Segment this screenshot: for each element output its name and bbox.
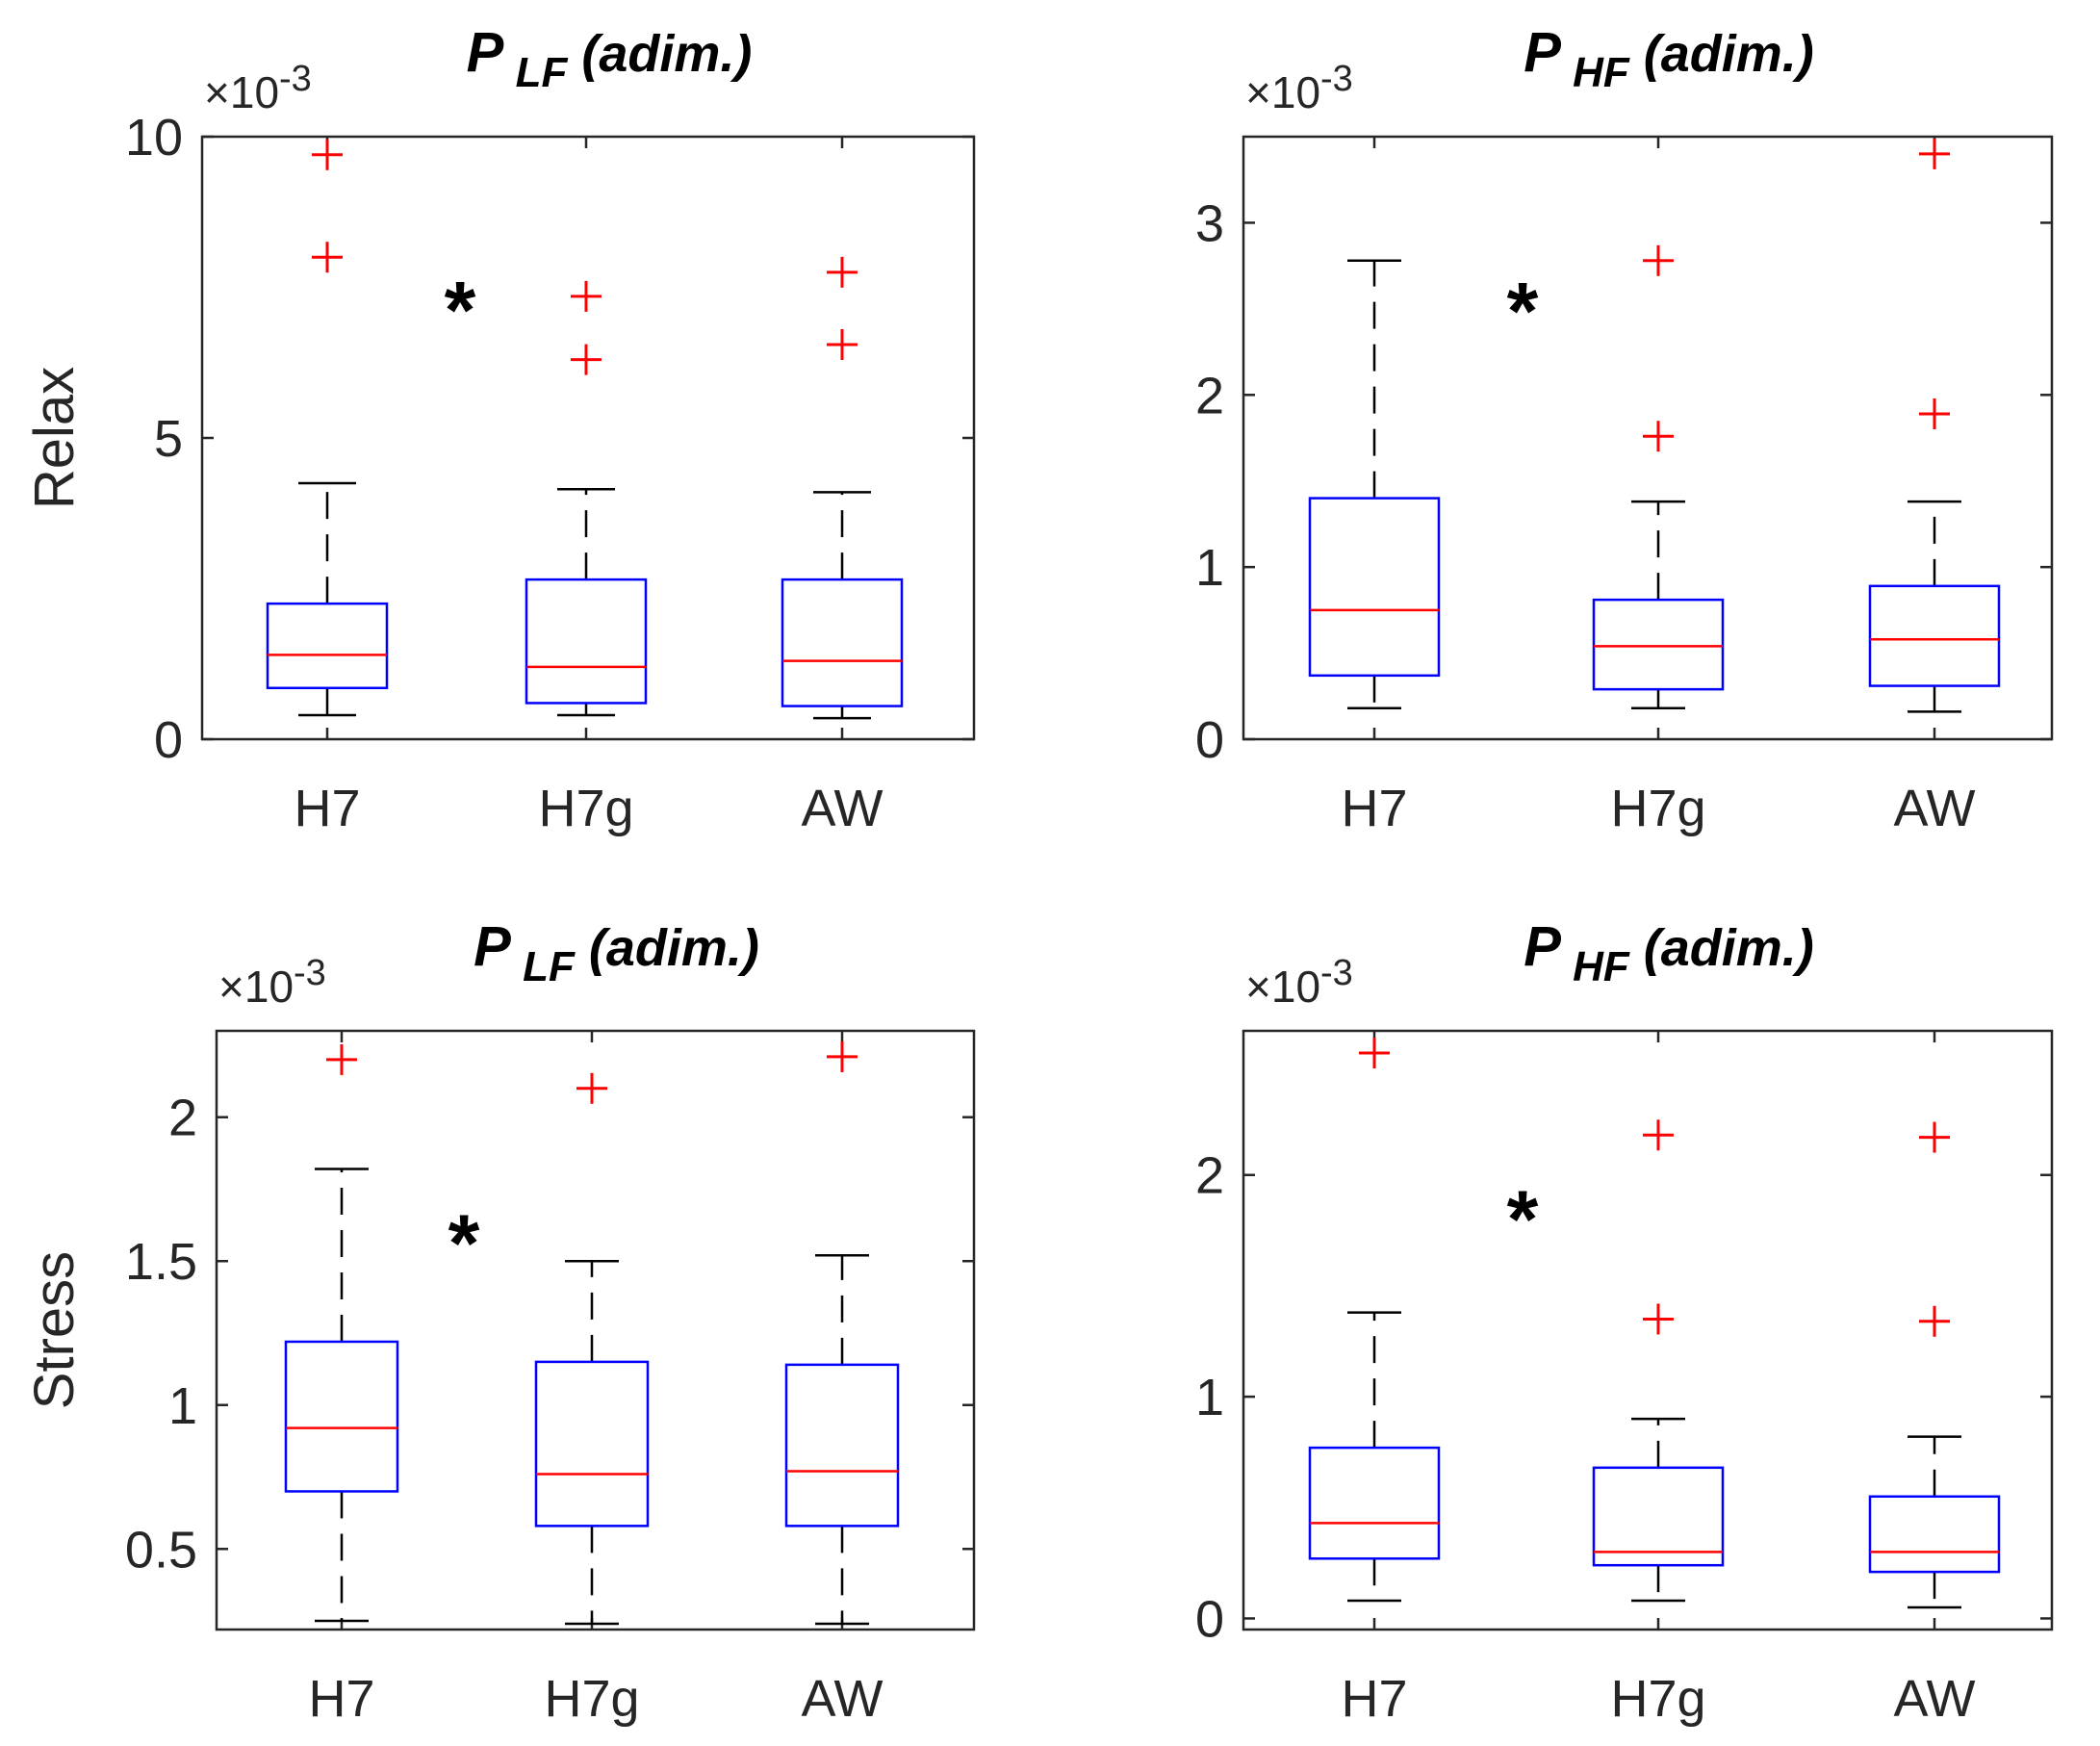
subplot-title: P HF (adim.)	[1524, 915, 1814, 990]
outlier-marker	[576, 1072, 607, 1104]
x-tick-label: AW	[802, 1670, 884, 1728]
x-tick-label: AW	[802, 780, 884, 837]
outlier-marker	[1643, 244, 1674, 276]
y-tick-label: 0	[1195, 1590, 1224, 1648]
outlier-marker	[326, 1043, 357, 1075]
x-tick-label: H7g	[1610, 780, 1705, 837]
box-iqr	[1308, 497, 1441, 678]
box-iqr	[784, 1363, 900, 1528]
subplot-title: P LF (adim.)	[467, 21, 753, 96]
axes-frame	[1242, 135, 2054, 741]
box-iqr	[284, 1340, 399, 1493]
y-tick-label: 0	[154, 711, 183, 769]
outlier-marker	[571, 344, 602, 375]
y-tick-label: 1	[168, 1377, 197, 1435]
x-tick-label: H7g	[1610, 1670, 1705, 1728]
subplot-stress-plf: 0.5 1 1.5 2 H7 H7g AW ×10-3 P LF (adim.) Stress *	[23, 915, 976, 1728]
y-tick-label: 10	[125, 109, 183, 167]
y-tick-label: 5	[154, 410, 183, 468]
subplot-relax-plf: 0 5 10 H7 H7g AW ×10-3 P LF (adim.) Relax *	[23, 21, 976, 837]
y-axis-label: Stress	[23, 1251, 86, 1409]
x-tick-label: AW	[1894, 1670, 1976, 1728]
box-iqr	[525, 578, 648, 705]
axes-frame	[215, 1029, 976, 1631]
y-tick-label: 2	[168, 1090, 197, 1147]
axes-frame	[1242, 1029, 2054, 1631]
outlier-marker	[827, 256, 858, 288]
box-iqr	[1592, 1466, 1725, 1567]
outlier-marker	[827, 328, 858, 360]
box-iqr	[534, 1360, 650, 1528]
y-tick-label: 1.5	[125, 1233, 197, 1291]
subplot-title: P LF (adim.)	[474, 915, 759, 990]
outlier-marker	[1919, 1121, 1950, 1153]
y-axis-label: Relax	[23, 367, 86, 509]
outlier-marker	[1919, 138, 1950, 169]
box-iqr	[781, 578, 904, 707]
box-iqr	[1868, 584, 2001, 687]
box-iqr	[1308, 1446, 1441, 1560]
exponent-label: ×10-3	[218, 953, 326, 1012]
y-tick-label: 3	[1195, 194, 1224, 252]
outlier-marker	[1643, 421, 1674, 452]
axes-frame	[200, 135, 976, 741]
y-tick-label: 1	[1195, 1369, 1224, 1426]
outlier-marker	[827, 1040, 858, 1072]
outlier-marker	[1643, 1303, 1674, 1335]
x-tick-label: H7g	[538, 780, 633, 837]
box-iqr	[266, 602, 389, 690]
y-tick-label: 0.5	[125, 1521, 197, 1579]
exponent-label: ×10-3	[1245, 953, 1353, 1012]
outlier-marker	[312, 139, 343, 170]
y-tick-label: 2	[1195, 367, 1224, 424]
outlier-marker	[1919, 1305, 1950, 1337]
exponent-label: ×10-3	[1245, 59, 1353, 117]
significance-marker: *	[1507, 1173, 1539, 1264]
exponent-label: ×10-3	[204, 59, 312, 117]
x-tick-label: AW	[1894, 780, 1976, 837]
significance-marker: *	[1507, 266, 1539, 356]
outlier-marker	[1919, 398, 1950, 429]
significance-marker: *	[448, 1197, 480, 1288]
box-iqr	[1868, 1495, 2001, 1574]
x-tick-label: H7	[1341, 1670, 1407, 1728]
x-tick-label: H7g	[544, 1670, 639, 1728]
outlier-marker	[1359, 1038, 1390, 1069]
subplot-title: P HF (adim.)	[1524, 21, 1814, 96]
y-tick-label: 2	[1195, 1147, 1224, 1205]
x-tick-label: H7	[308, 1670, 374, 1728]
box-iqr	[1592, 598, 1725, 691]
x-tick-label: H7	[1341, 780, 1407, 837]
significance-marker: *	[445, 265, 476, 355]
outlier-marker	[571, 280, 602, 312]
y-tick-label: 0	[1195, 711, 1224, 769]
subplot-relax-phf: 0 1 2 3 H7 H7g AW ×10-3 P HF (adim.) *	[1195, 21, 2054, 837]
y-tick-label: 1	[1195, 539, 1224, 597]
outlier-marker	[1643, 1119, 1674, 1151]
subplot-stress-phf: 0 1 2 H7 H7g AW ×10-3 P HF (adim.) *	[1195, 915, 2054, 1728]
outlier-marker	[312, 242, 343, 273]
x-tick-label: H7	[294, 780, 360, 837]
